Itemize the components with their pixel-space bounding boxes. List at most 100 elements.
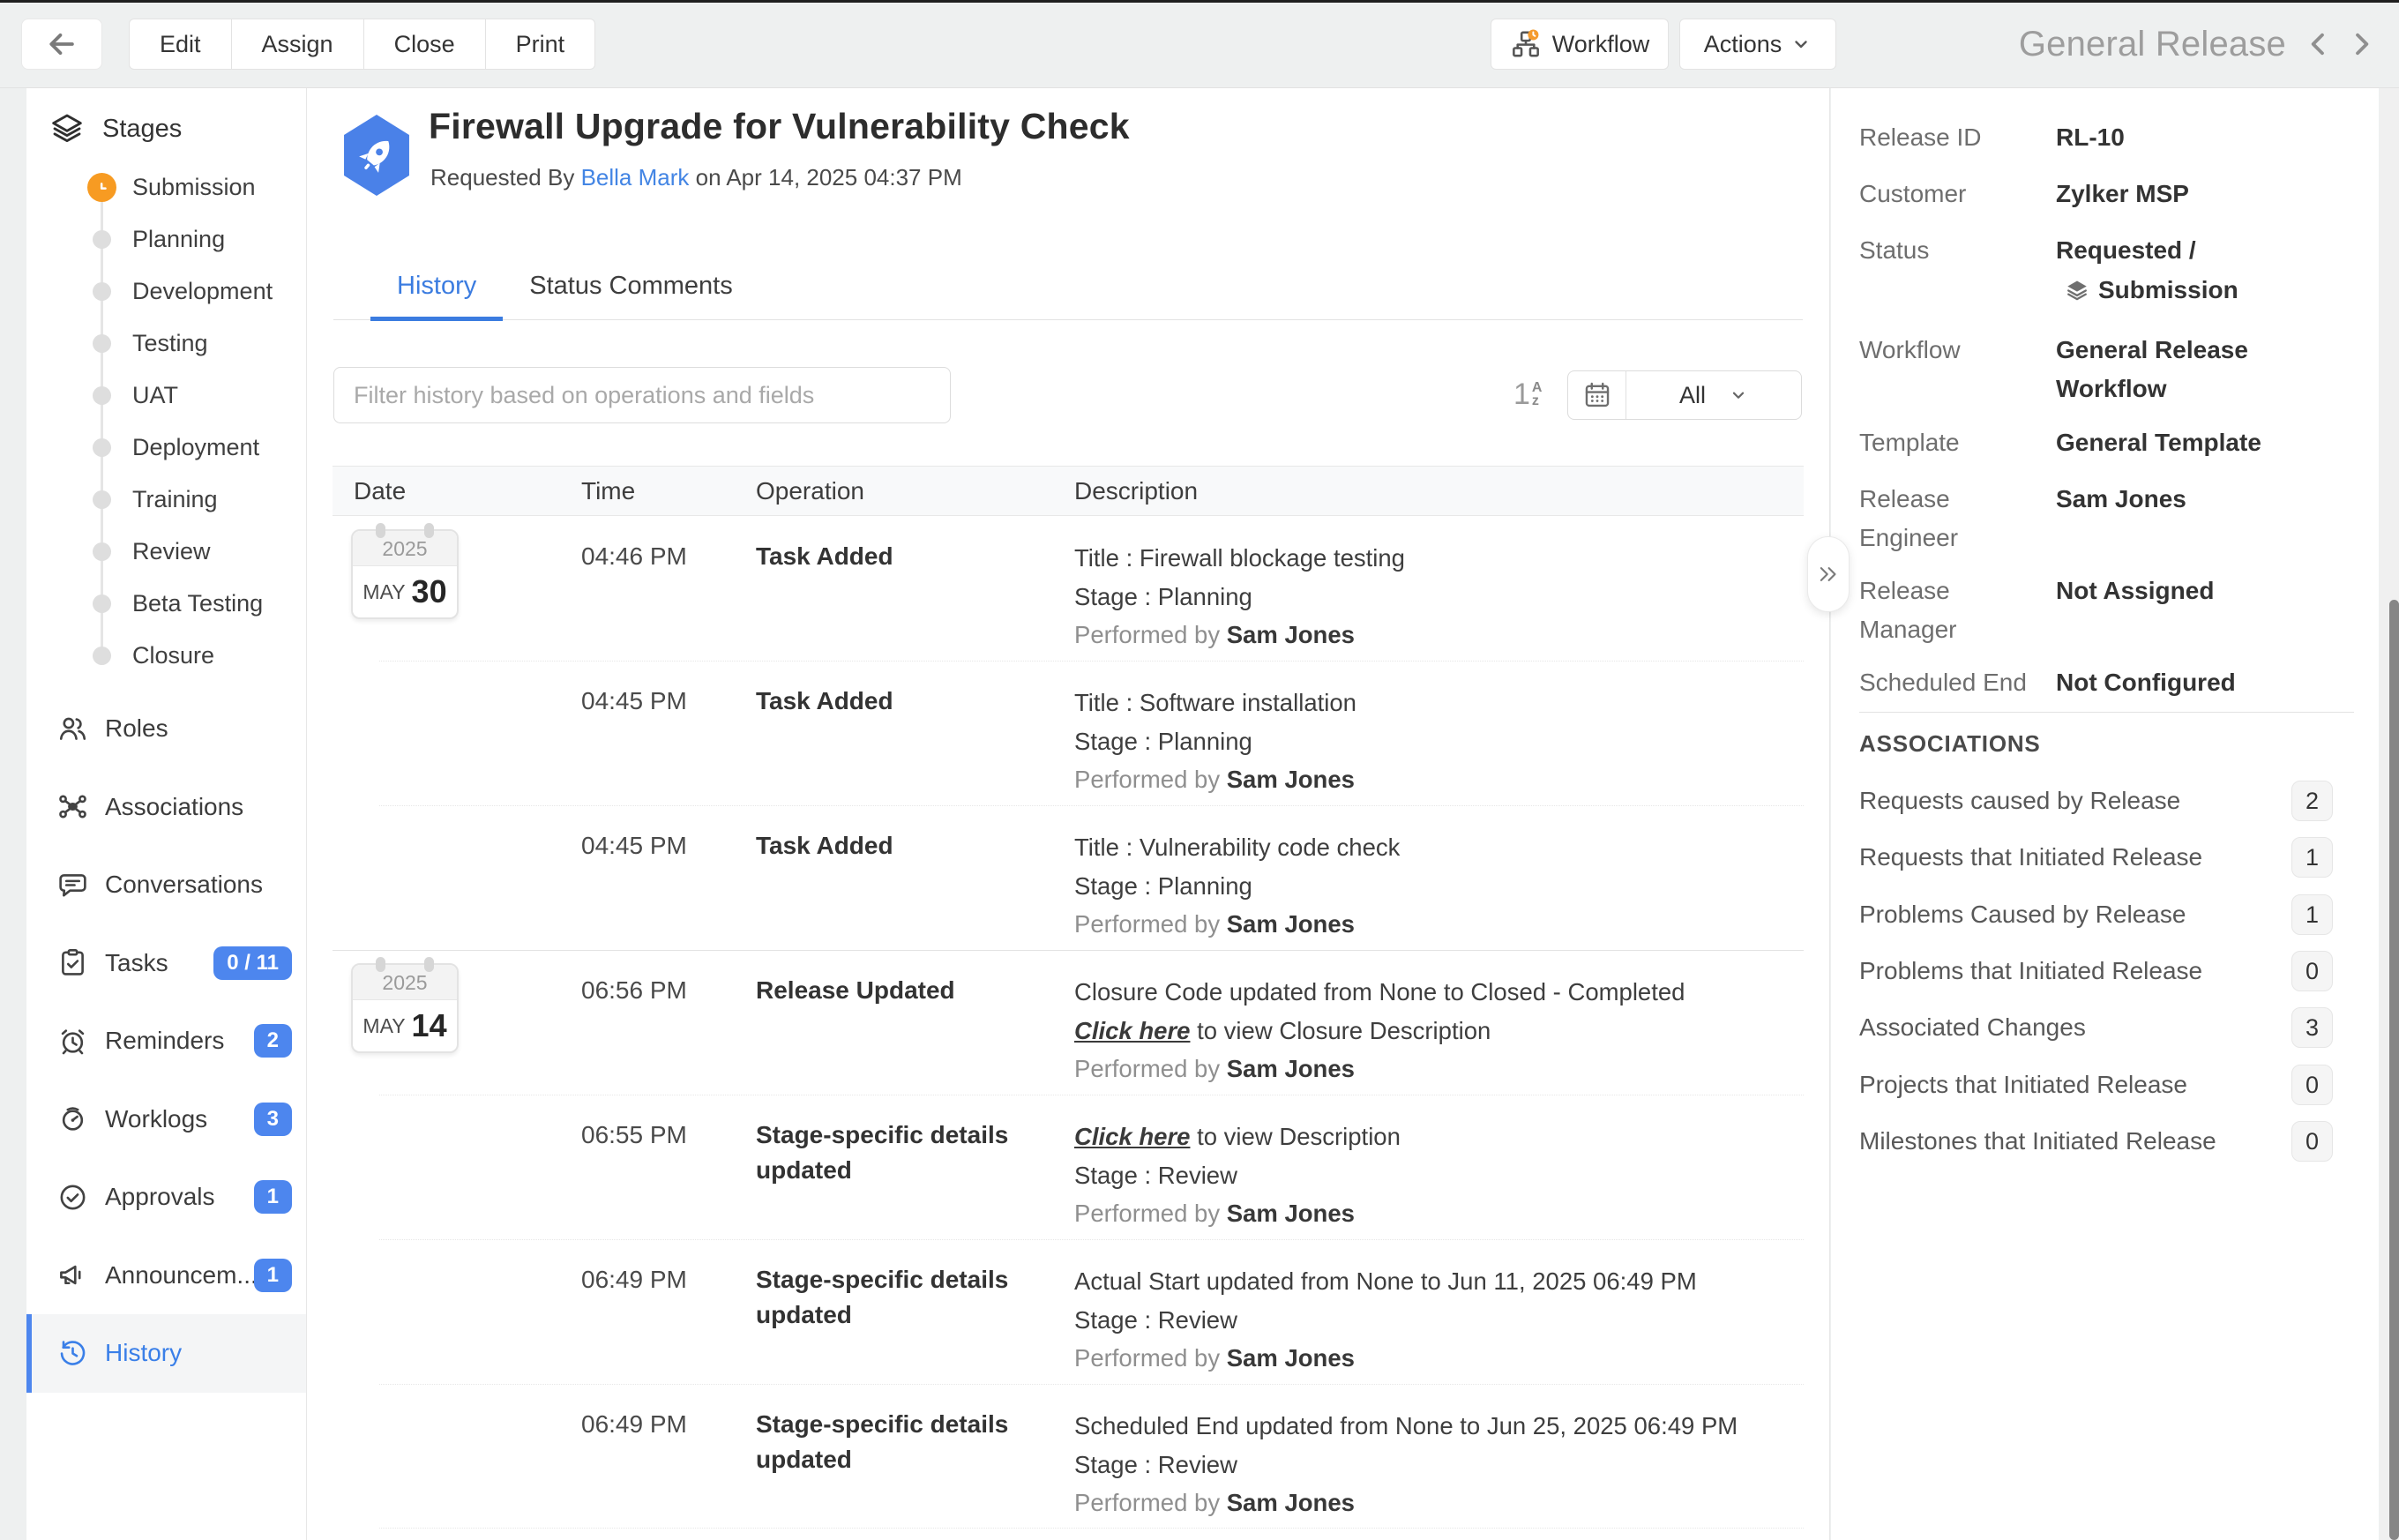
click-here-link[interactable]: Click here	[1074, 1016, 1191, 1044]
history-rows: 2025 MAY 30 04:46 PM Task Added Title : Firew…	[333, 516, 1804, 1529]
clock-icon	[93, 179, 111, 197]
date-cell	[333, 1262, 581, 1384]
stage-dot-icon	[93, 386, 111, 405]
stage-item-deployment[interactable]: Deployment	[26, 422, 306, 474]
sidebar-item-label: History	[105, 1339, 183, 1367]
stage-item-testing[interactable]: Testing	[26, 318, 306, 370]
detail-panel: Release ID RL-10 Customer Zylker MSP Status R…	[1831, 88, 2379, 1540]
reminders-icon	[56, 1025, 89, 1058]
description-line: Performed by Sam Jones	[1074, 616, 1804, 654]
description-line: Performed by Sam Jones	[1074, 1194, 1804, 1233]
stage-item-review[interactable]: Review	[26, 526, 306, 578]
association-count: 0	[2291, 950, 2333, 991]
back-button[interactable]	[21, 19, 102, 70]
time-cell: 04:45 PM	[581, 832, 687, 859]
stage-dot-icon	[93, 230, 111, 249]
stage-label: Planning	[132, 226, 226, 252]
operation-cell: Task Added	[756, 687, 893, 714]
description-text: Sam Jones	[1226, 1055, 1355, 1082]
next-record-icon[interactable]	[2344, 27, 2378, 61]
description-text: Actual Start updated from None to Jun 11…	[1074, 1267, 1697, 1295]
stage-dot-icon	[93, 282, 111, 301]
back-arrow-icon	[45, 27, 78, 61]
sidebar-nav: Roles Associations Conversations Tasks 0 / 1…	[26, 690, 306, 1393]
print-button[interactable]: Print	[484, 19, 596, 70]
description-line: Performed by Sam Jones	[1074, 1484, 1804, 1522]
calendar-filter-button[interactable]	[1568, 371, 1626, 419]
association-row[interactable]: Requests that Initiated Release 1	[1859, 837, 2333, 878]
scrollbar-track[interactable]	[2380, 88, 2399, 1540]
sidebar-item-label: Roles	[105, 714, 168, 743]
description-line: Title : Firewall blockage testing	[1074, 539, 1804, 578]
sidebar-item-worklogs[interactable]: Worklogs 3	[26, 1080, 306, 1159]
sidebar-item-associations[interactable]: Associations	[26, 768, 306, 847]
description-cell: Title : Vulnerability code check Stage : …	[1074, 828, 1804, 950]
click-here-link[interactable]: Click here	[1074, 1123, 1191, 1150]
association-row[interactable]: Projects that Initiated Release 0	[1859, 1064, 2333, 1105]
stage-label: Closure	[132, 642, 215, 669]
association-row[interactable]: Milestones that Initiated Release 0	[1859, 1120, 2333, 1162]
close-button[interactable]: Close	[362, 19, 486, 70]
description-text: Title : Software installation	[1074, 689, 1356, 716]
sidebar-item-conversations[interactable]: Conversations	[26, 846, 306, 924]
collapse-panel-button[interactable]	[1807, 536, 1850, 612]
stages-header: Stages	[49, 111, 182, 146]
chevron-down-icon	[1729, 385, 1748, 405]
sidebar-item-tasks[interactable]: Tasks 0 / 11	[26, 924, 306, 1003]
description-text: Title : Firewall blockage testing	[1074, 544, 1405, 572]
description-text: Performed by	[1074, 1055, 1227, 1082]
description-text: Title : Vulnerability code check	[1074, 834, 1401, 861]
workflow-button[interactable]: Workflow	[1491, 19, 1669, 70]
association-count: 0	[2291, 1064, 2333, 1105]
sidebar-item-history[interactable]: History	[26, 1314, 306, 1393]
stage-item-planning[interactable]: Planning	[26, 213, 306, 265]
history-row: 04:45 PM Task Added Title : Software insta…	[333, 661, 1804, 805]
stage-label: Submission	[132, 174, 256, 200]
chip-pin	[424, 523, 434, 538]
assign-button[interactable]: Assign	[230, 19, 364, 70]
field-label: Release ID	[1859, 123, 1982, 151]
stage-item-development[interactable]: Development	[26, 265, 306, 318]
sidebar-item-approvals[interactable]: Approvals 1	[26, 1158, 306, 1237]
stage-item-beta-testing[interactable]: Beta Testing	[26, 578, 306, 630]
description-line: Stage : Planning	[1074, 578, 1804, 617]
description-text: Scheduled End updated from None to Jun 2…	[1074, 1412, 1738, 1439]
previous-record-icon[interactable]	[2302, 27, 2335, 61]
association-row[interactable]: Requests caused by Release 2	[1859, 781, 2333, 821]
sidebar-item-announcements[interactable]: Announcem... 1	[26, 1237, 306, 1315]
description-line: Performed by Sam Jones	[1074, 1339, 1804, 1378]
tab-status-comments[interactable]: Status Comments	[529, 272, 733, 300]
tab-divider	[333, 319, 1803, 320]
association-row[interactable]: Associated Changes 3	[1859, 1007, 2333, 1049]
time-cell: 04:45 PM	[581, 687, 687, 714]
stage-item-submission[interactable]: Submission	[26, 161, 306, 213]
history-table-header: Date Time Operation Description	[333, 466, 1804, 516]
range-dropdown[interactable]: All	[1626, 371, 1801, 419]
stage-dot-icon	[93, 647, 111, 665]
association-row[interactable]: Problems that Initiated Release 0	[1859, 950, 2333, 991]
history-filter-input[interactable]	[333, 367, 951, 423]
requested-by-prefix: Requested By	[430, 164, 575, 191]
sidebar-item-reminders[interactable]: Reminders 2	[26, 1002, 306, 1080]
association-label: Milestones that Initiated Release	[1859, 1126, 2216, 1155]
release-type-badge	[344, 115, 409, 196]
description-cell: Scheduled End updated from None to Jun 2…	[1074, 1407, 1804, 1529]
announcements-icon	[56, 1259, 89, 1291]
stage-item-closure[interactable]: Closure	[26, 630, 306, 682]
edit-button[interactable]: Edit	[129, 19, 232, 70]
description-line: Performed by Sam Jones	[1074, 905, 1804, 944]
association-row[interactable]: Problems Caused by Release 1	[1859, 893, 2333, 935]
stage-item-training[interactable]: Training	[26, 474, 306, 526]
tab-history[interactable]: History	[370, 252, 504, 321]
stage-item-uat[interactable]: UAT	[26, 370, 306, 422]
requester-link[interactable]: Bella Mark	[580, 164, 690, 191]
actions-button[interactable]: Actions	[1679, 19, 1836, 70]
description-text: Stage : Review	[1074, 1161, 1237, 1189]
sidebar-item-roles[interactable]: Roles	[26, 690, 306, 768]
description-text: to view Description	[1190, 1123, 1401, 1150]
scrollbar-thumb[interactable]	[2389, 600, 2399, 1540]
field-value-stage: Submission	[2065, 271, 2361, 310]
description-line: Stage : Review	[1074, 1301, 1804, 1340]
stage-label: UAT	[132, 382, 178, 408]
